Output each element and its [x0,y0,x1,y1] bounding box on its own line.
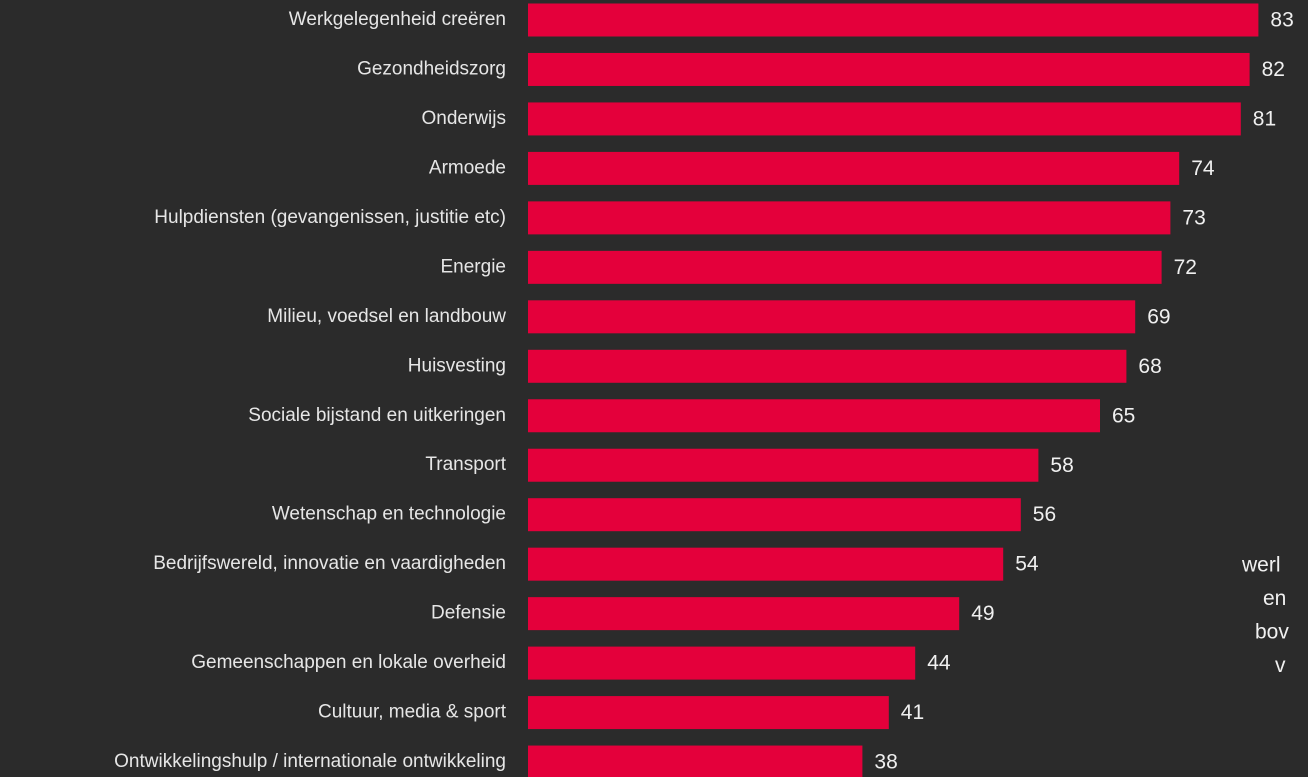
category-label: Energie [441,256,507,277]
value-label: 41 [901,701,924,724]
annotation: bov [1255,621,1289,644]
bar [528,597,960,631]
category-label: Hulpdiensten (gevangenissen, justitie et… [154,207,506,228]
bar [528,448,1039,482]
category-label: Transport [425,454,506,475]
category-label: Defensie [431,603,506,624]
category-label: Gemeenschappen en lokale overheid [191,652,506,673]
category-label: Armoede [429,157,506,178]
value-label: 82 [1262,58,1285,81]
category-label: Onderwijs [422,108,506,129]
value-label: 44 [927,652,951,675]
bar [528,696,889,730]
value-label: 72 [1174,256,1197,279]
bar [528,399,1100,433]
value-label: 56 [1033,503,1056,526]
value-label: 69 [1147,305,1170,328]
value-label: 65 [1112,404,1135,427]
value-label: 73 [1182,206,1205,229]
bar [528,102,1241,136]
category-label: Wetenschap en technologie [272,504,506,525]
bar [528,3,1259,37]
bar [528,646,916,680]
annotation: en [1263,587,1286,610]
value-label: 74 [1191,157,1215,180]
bar [528,151,1180,185]
bar [528,547,1004,581]
bar [528,498,1021,532]
bar [528,201,1171,235]
value-label: 83 [1270,9,1293,32]
value-label: 49 [971,602,994,625]
category-label: Milieu, voedsel en landbouw [267,306,506,327]
category-label: Werkgelegenheid creëren [289,9,506,30]
value-label: 38 [874,751,897,774]
bar [528,300,1136,334]
value-label: 54 [1015,553,1039,576]
category-label: Gezondheidszorg [357,58,506,79]
bar [528,52,1250,86]
bar [528,745,863,777]
value-label: 81 [1253,107,1276,130]
category-label: Ontwikkelingshulp / internationale ontwi… [114,751,506,772]
category-label: Sociale bijstand en uitkeringen [248,405,506,426]
annotation: werl [1241,554,1281,577]
category-label: Cultuur, media & sport [318,702,507,723]
bar [528,349,1127,383]
annotation: v [1275,654,1286,677]
value-label: 58 [1050,454,1073,477]
category-label: Bedrijfswereld, innovatie en vaardighede… [153,553,506,574]
category-label: Huisvesting [408,355,506,376]
value-label: 68 [1138,355,1161,378]
bar [528,250,1162,284]
